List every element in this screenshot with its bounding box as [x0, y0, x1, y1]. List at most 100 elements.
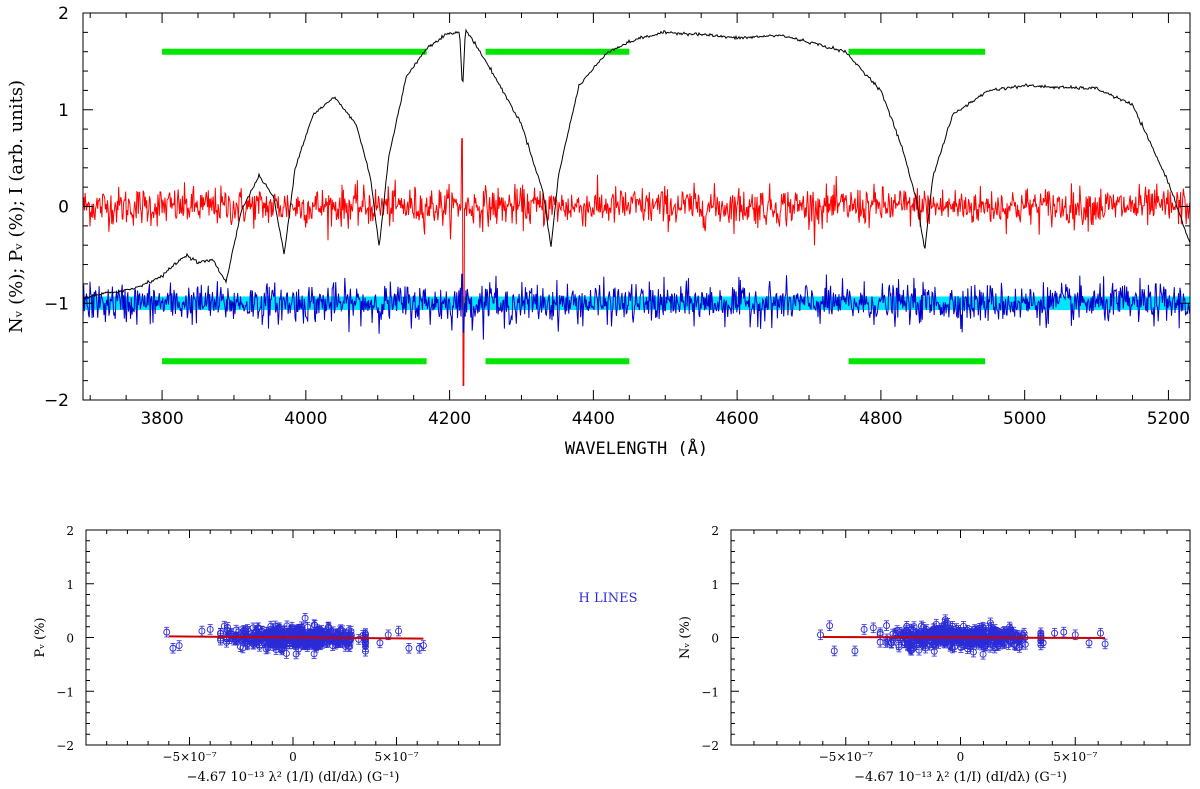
pv-fit-panel: −5×10⁻⁷ 0 5×10⁻⁷ −2 −1 0 1 2 −4.67 10⁻¹³ λ² (1/I… [33, 524, 501, 785]
nv-point [883, 622, 891, 630]
pv-y-axis-label: Pᵥ (%) [33, 617, 48, 657]
nv-point [1039, 639, 1047, 647]
nv-point [979, 626, 987, 634]
nv-point [946, 626, 954, 634]
pv-point [163, 628, 171, 636]
pv-x-tick-label: 0 [289, 750, 297, 764]
x-tick-label-5200: 5200 [1147, 409, 1190, 429]
y-tick-label-2: 2 [58, 4, 69, 24]
nv-y-tick-label: −2 [701, 739, 719, 753]
x-tick-label-4600: 4600 [716, 409, 759, 429]
y-tick-label--1: −1 [44, 294, 69, 314]
nv-y-tick-label: −1 [701, 685, 719, 699]
pv-point [324, 624, 332, 632]
nv-point [925, 641, 933, 649]
nv-point [869, 624, 877, 632]
pv-point [345, 627, 353, 634]
nv-x-tick-label: 0 [957, 750, 965, 764]
spectrum-plot-area [83, 28, 1190, 386]
pv-point [256, 642, 263, 650]
pv-point [304, 641, 312, 649]
nv-point [958, 635, 966, 643]
pv-point [198, 627, 206, 635]
nv-point [1020, 629, 1028, 637]
x-tick-label-4000: 4000 [284, 409, 327, 429]
nv-point [917, 622, 925, 630]
pv-fit-line [168, 635, 424, 640]
pv-point [175, 642, 183, 650]
nv-x-axis-label: −4.67 10⁻¹³ λ² (1/I) (dI/dλ) (G⁻¹) [854, 770, 1067, 785]
nv-point [929, 629, 937, 636]
nv-x-tick-label: 5×10⁻⁷ [1053, 750, 1097, 764]
nv-point [939, 632, 947, 640]
pv-point [362, 640, 369, 648]
nv-point [1014, 633, 1022, 641]
nv-point [991, 644, 999, 652]
nv-point [830, 647, 838, 655]
pv-point [297, 626, 305, 634]
nv-point [1085, 639, 1093, 647]
spectrum-y-axis-label: Nᵥ (%); Pᵥ (%); I (arb. units) [6, 80, 27, 333]
nv-point [981, 642, 989, 650]
nv-y-tick-label: 0 [711, 632, 719, 646]
pv-point [264, 644, 272, 652]
x-tick-label-4400: 4400 [572, 409, 615, 429]
nv-y-axis-label: Nᵥ (%) [678, 616, 693, 659]
h-lines-annotation: H LINES [578, 591, 637, 606]
pv-point [292, 650, 300, 658]
nv-point [955, 627, 962, 634]
nv-point [1021, 640, 1029, 648]
nv-point [817, 631, 824, 639]
nv-point [904, 642, 912, 649]
nv-point [954, 635, 962, 643]
nv-fit-panel: −5×10⁻⁷ 0 5×10⁻⁷ −2 −1 0 1 2 −4.67 10⁻¹³ λ² (1/I… [678, 524, 1191, 785]
pv-point [223, 626, 231, 634]
y-tick-label-0: 0 [58, 198, 69, 218]
pv-point [268, 638, 276, 646]
stokes-v-series [83, 273, 1190, 340]
pv-y-tick-label: 2 [66, 524, 74, 538]
y-tick-label-1: 1 [58, 101, 69, 121]
pv-x-tick-label: −5×10⁻⁷ [162, 750, 216, 764]
pv-point [310, 650, 318, 658]
pv-point [419, 642, 427, 650]
nv-point [986, 643, 994, 651]
nv-fit-line [822, 635, 1106, 640]
nv-point [901, 628, 909, 636]
nv-point [1006, 625, 1014, 633]
pv-point [232, 626, 240, 634]
nv-point [851, 647, 859, 655]
nv-point [942, 620, 950, 628]
pv-point [329, 642, 337, 650]
pv-point [355, 635, 363, 643]
pv-point [302, 641, 309, 649]
nv-point [1060, 628, 1068, 636]
nv-point [1012, 642, 1020, 650]
pv-point [341, 638, 349, 646]
pv-x-tick-label: 5×10⁻⁷ [374, 750, 418, 764]
nv-point [997, 635, 1005, 643]
null-series [83, 138, 1190, 386]
pv-y-tick-label: −2 [56, 739, 74, 753]
x-tick-label-4200: 4200 [428, 409, 471, 429]
nv-point [1097, 629, 1104, 637]
nv-point [883, 635, 891, 643]
nv-point [980, 635, 988, 643]
nv-point [930, 632, 938, 640]
pv-point [313, 626, 321, 634]
pv-y-tick-label: 0 [66, 632, 74, 646]
nv-point [927, 637, 935, 645]
pv-y-tick-label: 1 [66, 578, 74, 592]
nv-point [910, 623, 918, 631]
nv-point [860, 625, 868, 633]
pv-x-axis-label: −4.67 10⁻¹³ λ² (1/I) (dI/dλ) (G⁻¹) [187, 770, 400, 785]
pv-point [405, 644, 413, 652]
pv-point [280, 638, 288, 646]
pv-point [325, 625, 333, 632]
nv-point [938, 629, 946, 637]
pv-point [169, 644, 177, 652]
nv-point [895, 643, 903, 651]
pv-point [250, 640, 258, 648]
nv-point [893, 627, 901, 635]
pv-point [206, 625, 214, 633]
